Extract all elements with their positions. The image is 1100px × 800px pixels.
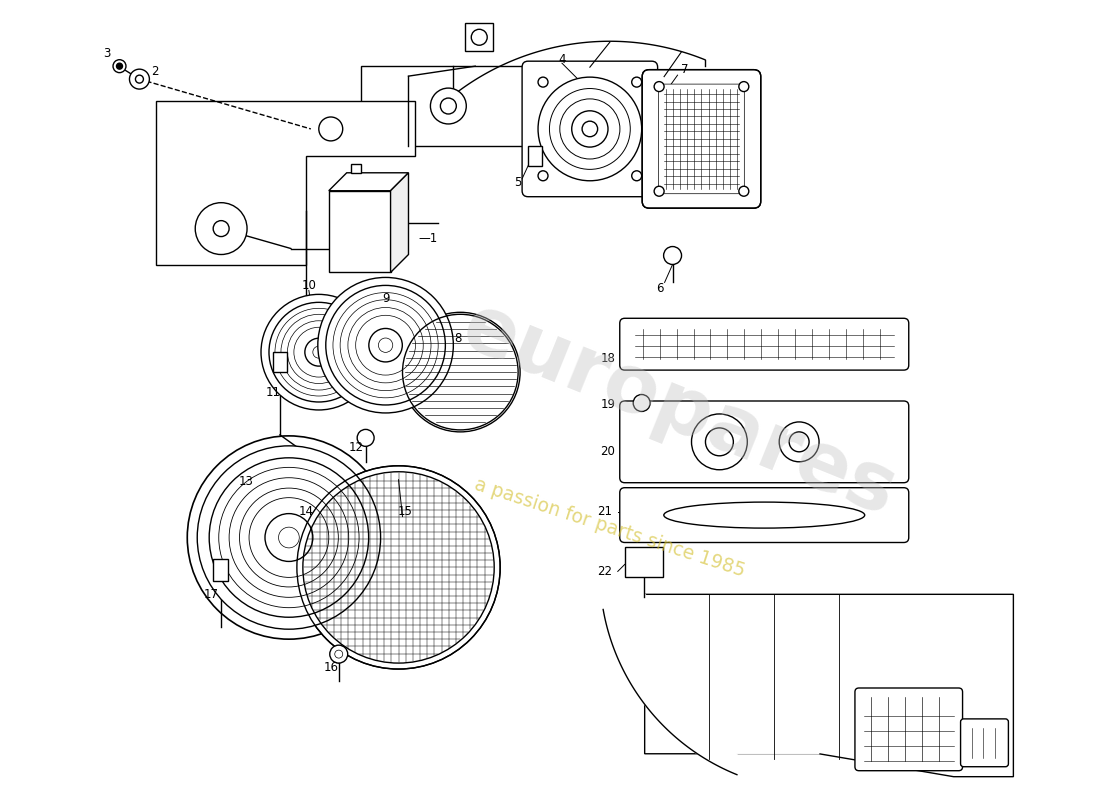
FancyBboxPatch shape [522,61,658,197]
Circle shape [195,202,248,254]
Circle shape [135,75,143,83]
Circle shape [779,422,820,462]
Text: 11: 11 [265,386,280,398]
Circle shape [631,77,641,87]
Circle shape [789,432,810,452]
Circle shape [471,30,487,46]
Circle shape [739,82,749,91]
FancyBboxPatch shape [619,401,909,482]
Text: 14: 14 [298,505,314,518]
Text: 16: 16 [323,661,339,674]
Text: 20: 20 [601,446,615,458]
Polygon shape [329,173,408,190]
Text: a passion for parts since 1985: a passion for parts since 1985 [472,474,748,580]
Circle shape [261,294,376,410]
Text: 6: 6 [656,282,663,295]
Polygon shape [603,594,820,774]
Circle shape [113,60,127,73]
Polygon shape [361,66,535,146]
Bar [273,352,287,372]
Text: 19: 19 [601,398,615,411]
Circle shape [572,111,608,147]
Text: 13: 13 [239,475,253,488]
FancyBboxPatch shape [855,688,962,770]
Text: 7: 7 [681,62,689,76]
Bar [213,559,228,582]
Bar [528,146,542,166]
Text: 10: 10 [301,279,317,292]
Circle shape [654,82,664,91]
Circle shape [560,99,620,159]
Circle shape [430,88,466,124]
Circle shape [305,338,333,366]
Circle shape [663,246,682,265]
Circle shape [654,186,664,196]
Text: 8: 8 [454,332,462,345]
Circle shape [326,286,446,405]
Circle shape [549,89,630,170]
Circle shape [312,346,324,358]
Circle shape [634,394,650,411]
Circle shape [368,329,403,362]
Circle shape [538,77,548,87]
Circle shape [117,63,122,69]
Circle shape [692,414,747,470]
Circle shape [582,121,597,137]
Circle shape [130,69,150,89]
Circle shape [378,338,393,352]
Text: —1: —1 [418,232,438,245]
Circle shape [334,650,343,658]
Circle shape [270,302,368,402]
FancyBboxPatch shape [960,719,1009,766]
Text: 15: 15 [398,505,412,518]
Text: 12: 12 [349,442,363,454]
Bar [351,164,361,173]
Text: 2: 2 [151,65,158,78]
Circle shape [209,458,368,618]
Circle shape [213,221,229,237]
FancyBboxPatch shape [642,70,761,208]
Bar [329,190,390,273]
Circle shape [705,428,734,456]
FancyBboxPatch shape [659,84,745,194]
Circle shape [739,186,749,196]
Text: 18: 18 [601,352,615,365]
Text: 9: 9 [382,292,389,305]
Circle shape [538,77,641,181]
Polygon shape [156,101,416,266]
Circle shape [297,466,500,669]
Circle shape [319,117,343,141]
Circle shape [265,514,312,562]
Text: 21: 21 [597,505,613,518]
Circle shape [197,446,381,630]
Circle shape [330,645,348,663]
Polygon shape [645,594,1013,777]
Circle shape [631,170,641,181]
Text: 3: 3 [103,46,110,60]
Circle shape [440,98,456,114]
Text: 17: 17 [204,588,219,601]
FancyBboxPatch shape [619,318,909,370]
Bar [625,547,662,578]
Text: 22: 22 [597,565,613,578]
Circle shape [318,278,453,413]
Ellipse shape [663,502,865,528]
Circle shape [358,430,374,446]
Bar [465,23,493,51]
Text: 4: 4 [558,53,565,66]
Circle shape [400,312,520,432]
Text: 5: 5 [515,176,521,190]
Circle shape [538,170,548,181]
FancyBboxPatch shape [619,488,909,542]
Text: europares: europares [451,287,909,533]
Polygon shape [390,173,408,273]
Circle shape [278,527,299,548]
